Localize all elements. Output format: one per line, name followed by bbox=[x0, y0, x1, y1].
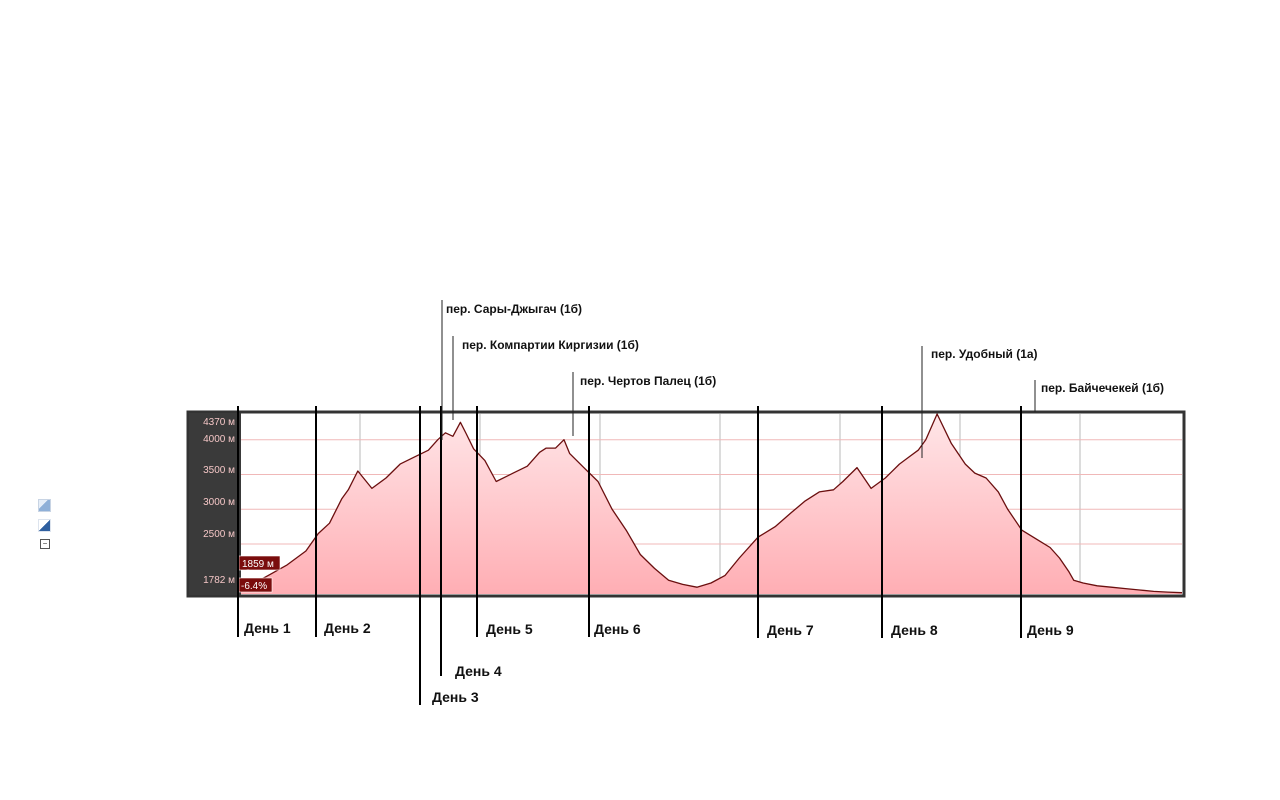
map-view-icon[interactable] bbox=[38, 499, 51, 512]
elevation-line bbox=[239, 413, 1183, 594]
day-label: День 4 bbox=[455, 663, 502, 679]
terrain-icon[interactable] bbox=[38, 519, 51, 532]
y-tick-label: 1782 м bbox=[203, 575, 235, 586]
day-markers: День 1 День 2 День 3 День 4 День 5 День 6 День… bbox=[237, 406, 1074, 705]
day-label: День 9 bbox=[1027, 622, 1074, 638]
y-tick-label: 4370 м bbox=[203, 417, 235, 428]
pass-label: пер. Удобный (1а) bbox=[931, 347, 1038, 361]
pass-annotations: пер. Сары-Джыгач (1б) пер. Компартии Кирг… bbox=[441, 300, 1164, 458]
pass-label: пер. Компартии Киргизии (1б) bbox=[462, 338, 639, 352]
cursor-readout: 1859 м -6.4% bbox=[238, 555, 281, 593]
area-layer bbox=[239, 413, 1183, 594]
readout-grade: -6.4% bbox=[241, 581, 267, 592]
y-tick-label: 3500 м bbox=[203, 465, 235, 476]
y-tick-label: 3000 м bbox=[203, 497, 235, 508]
cursor-point bbox=[244, 569, 252, 577]
y-tick-label: 4000 м bbox=[203, 434, 235, 445]
elevation-area bbox=[240, 414, 1182, 594]
day-label: День 6 bbox=[594, 621, 641, 637]
day-label: День 3 bbox=[432, 689, 479, 705]
pass-label: пер. Байчечекей (1б) bbox=[1041, 381, 1164, 395]
y-axis-panel bbox=[189, 413, 241, 595]
pass-label: пер. Сары-Джыгач (1б) bbox=[446, 302, 582, 316]
y-tick-label: 2500 м bbox=[203, 529, 235, 540]
readout-elevation: 1859 м bbox=[242, 559, 274, 570]
collapse-icon[interactable]: − bbox=[40, 539, 50, 549]
day-label: День 8 bbox=[891, 622, 938, 638]
chart-frame bbox=[186, 410, 1186, 598]
day-label: День 7 bbox=[767, 622, 814, 638]
chart-border bbox=[186, 410, 1186, 598]
y-axis: 4370 м 4000 м 3500 м 3000 м 2500 м 1782 м bbox=[189, 413, 241, 595]
day-label: День 1 bbox=[244, 620, 291, 636]
day-label: День 5 bbox=[486, 621, 533, 637]
pass-label: пер. Чертов Палец (1б) bbox=[580, 374, 716, 388]
day-label: День 2 bbox=[324, 620, 371, 636]
